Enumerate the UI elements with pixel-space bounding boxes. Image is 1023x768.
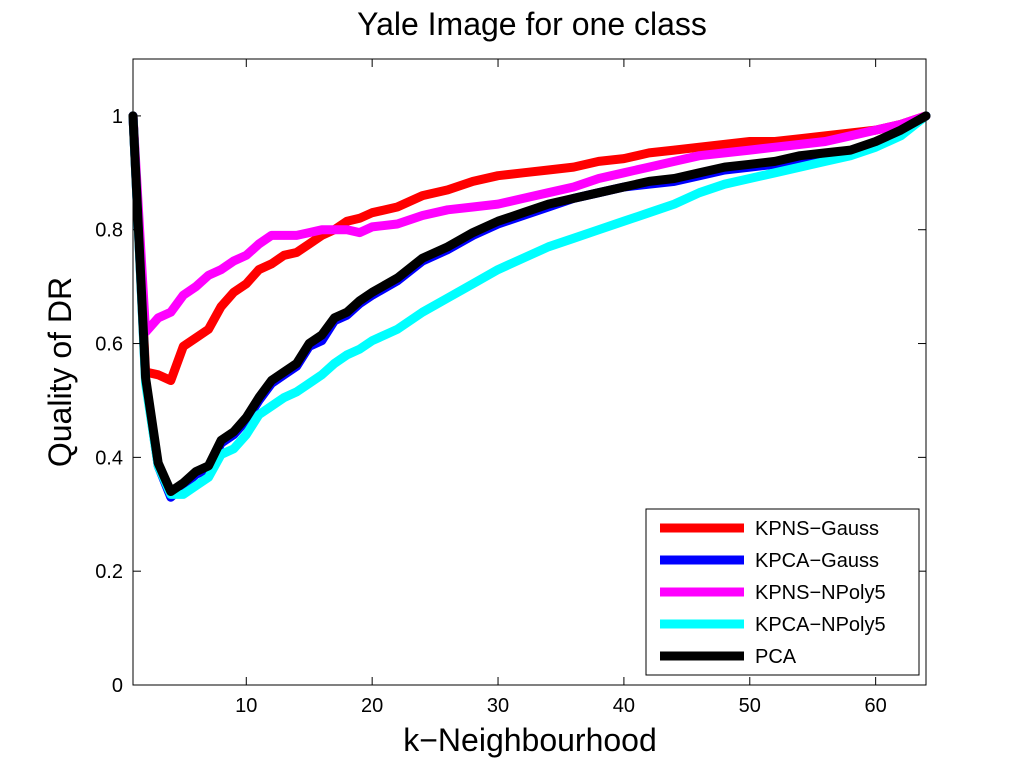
legend-entry-label: KPNS−NPoly5 (755, 582, 886, 604)
y-axis-ticks: 0 0.2 0.4 0.6 0.8 1 (95, 106, 926, 697)
series-line-5 (128, 111, 931, 496)
series-line-4 (128, 111, 931, 499)
x-tick-label: 20 (361, 695, 383, 717)
x-tick-label: 10 (235, 695, 257, 717)
axes-frame (132, 58, 927, 686)
legend-entry-label: KPCA−NPoly5 (755, 614, 886, 636)
y-axis-label: Quality of DR (42, 277, 78, 467)
y-tick-label: 0.2 (95, 561, 123, 583)
x-axis-ticks: 10 20 30 40 50 60 (235, 59, 887, 717)
chart-title: Yale Image for one class (357, 6, 707, 42)
legend: KPNS−Gauss KPCA−Gauss KPNS−NPoly5 KPCA−NPol… (645, 508, 920, 676)
x-tick-label: 60 (865, 695, 887, 717)
y-tick-label: 0.8 (95, 220, 123, 242)
series-line-1 (128, 111, 931, 385)
x-tick-label: 40 (613, 695, 635, 717)
y-tick-label: 0 (112, 675, 123, 697)
x-tick-label: 50 (739, 695, 761, 717)
series-group (128, 111, 931, 502)
y-tick-label: 0.6 (95, 334, 123, 356)
legend-entry-label: KPNS−Gauss (755, 518, 879, 540)
y-tick-label: 1 (112, 106, 123, 128)
x-tick-label: 30 (487, 695, 509, 717)
x-axis-label: k−Neighbourhood (403, 722, 657, 758)
legend-entry-label: PCA (755, 646, 797, 668)
series-line-3 (128, 111, 931, 337)
legend-entry-label: KPCA−Gauss (755, 550, 879, 572)
y-tick-label: 0.4 (95, 447, 123, 469)
